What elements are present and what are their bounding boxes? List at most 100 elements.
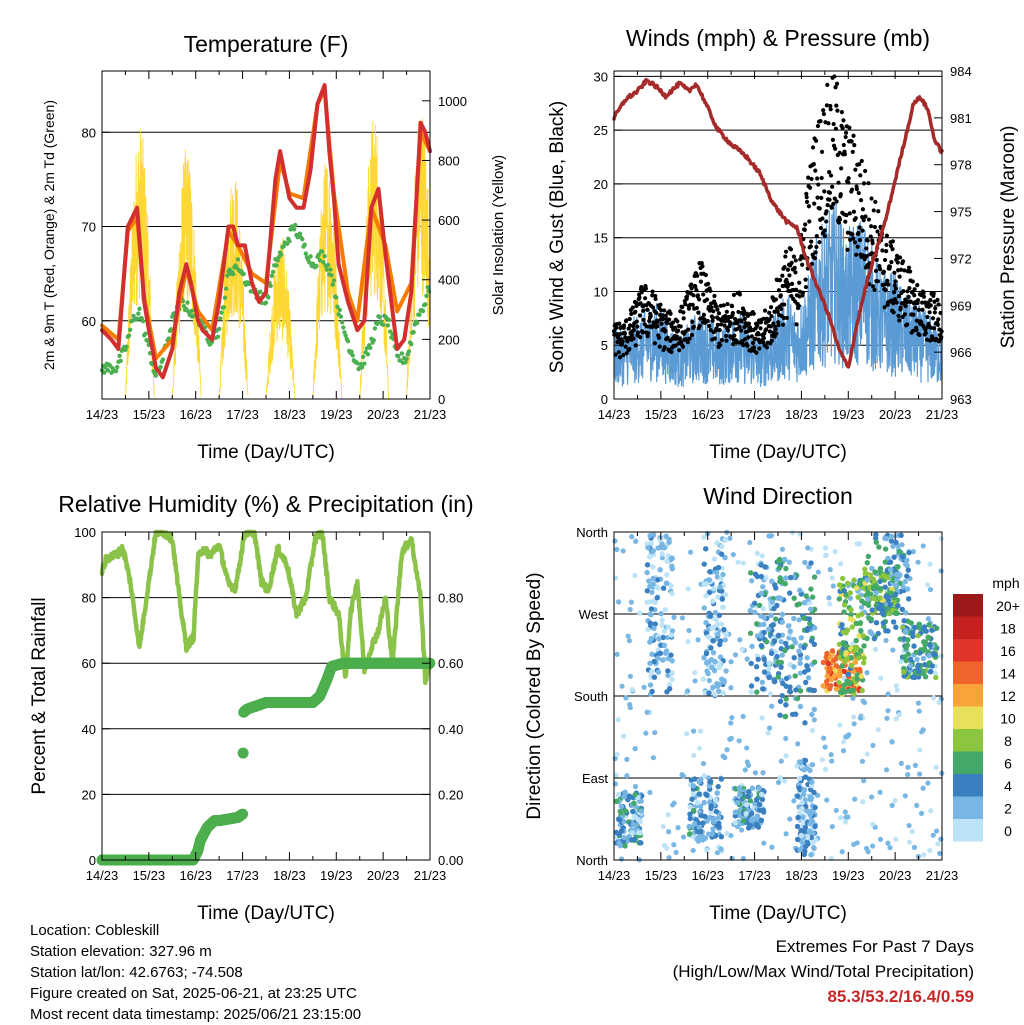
direction-point — [887, 602, 894, 608]
y-tick-label: East — [582, 771, 608, 786]
direction-point — [783, 575, 789, 581]
gust-point — [893, 296, 898, 302]
direction-point — [925, 582, 931, 588]
gust-point — [669, 324, 674, 329]
y2-tick-label: 600 — [438, 213, 460, 228]
gust-point — [911, 328, 916, 333]
direction-point — [796, 759, 803, 765]
direction-point — [883, 593, 889, 600]
dewpoint-point — [425, 285, 430, 290]
dewpoint-point — [126, 333, 132, 338]
gust-point — [745, 313, 750, 318]
direction-point — [783, 702, 789, 708]
direction-point — [831, 657, 837, 664]
direction-point — [802, 679, 809, 686]
direction-point — [927, 847, 933, 854]
extremes-subtitle: (High/Low/Max Wind/Total Precipitation) — [672, 962, 974, 981]
direction-point — [810, 840, 816, 846]
solar-insolation-line — [406, 118, 431, 400]
direction-point — [613, 772, 619, 778]
direction-point — [761, 614, 767, 621]
direction-point — [884, 535, 890, 542]
direction-point — [795, 741, 801, 747]
gust-point — [773, 297, 779, 302]
direction-point — [782, 713, 789, 720]
direction-point — [794, 763, 800, 769]
dewpoint-point — [231, 271, 236, 277]
direction-point — [664, 558, 670, 564]
gust-point — [655, 319, 660, 324]
direction-point — [659, 617, 665, 623]
x-tick-label: 18/23 — [273, 407, 306, 422]
gust-point — [851, 236, 856, 241]
gust-point — [665, 321, 670, 326]
direction-point — [748, 810, 755, 817]
gust-point — [723, 314, 728, 319]
gust-point — [835, 108, 840, 113]
direction-point — [743, 811, 749, 817]
direction-point — [773, 585, 779, 591]
direction-point — [779, 652, 786, 658]
rainfall-point — [237, 808, 249, 820]
direction-point — [892, 610, 899, 616]
y2-tick-label: 800 — [438, 153, 460, 168]
gust-point — [708, 328, 713, 333]
gust-point — [802, 227, 807, 233]
legend-swatch — [953, 706, 983, 729]
direction-point — [714, 790, 720, 796]
legend-swatch — [953, 774, 983, 797]
direction-point — [833, 807, 839, 814]
direction-point — [801, 829, 808, 835]
direction-point — [823, 678, 830, 685]
gust-point — [686, 327, 691, 332]
gust-point — [707, 323, 712, 329]
direction-point — [764, 639, 770, 645]
direction-point — [885, 597, 892, 604]
direction-point — [758, 573, 765, 580]
dewpoint-point — [302, 242, 307, 247]
direction-point — [923, 628, 929, 634]
gust-point — [841, 142, 846, 148]
direction-point — [701, 561, 707, 567]
direction-point — [914, 802, 920, 809]
direction-point — [761, 669, 768, 675]
direction-point — [722, 537, 729, 543]
direction-point — [872, 569, 878, 575]
gust-point — [831, 121, 836, 127]
direction-point — [805, 545, 811, 551]
gust-point — [834, 103, 839, 108]
direction-point — [888, 538, 895, 544]
direction-point — [926, 653, 932, 659]
direction-point — [615, 599, 622, 605]
gust-point — [737, 292, 743, 297]
legend-swatch — [953, 661, 983, 684]
direction-point — [851, 721, 857, 727]
gust-point — [885, 278, 890, 283]
gust-point — [711, 309, 716, 314]
direction-point — [758, 791, 765, 798]
direction-point — [836, 582, 843, 588]
direction-point — [930, 832, 936, 838]
direction-point — [895, 603, 901, 609]
direction-point — [853, 637, 859, 644]
y-tick-label: 100 — [74, 525, 96, 540]
y2-tick-label: 978 — [950, 158, 972, 173]
direction-point — [655, 669, 662, 675]
direction-point — [718, 588, 725, 594]
gust-point — [717, 328, 722, 333]
direction-point — [928, 808, 934, 814]
dewpoint-point — [241, 271, 246, 277]
direction-point — [778, 595, 784, 602]
direction-point — [865, 596, 871, 602]
direction-point — [905, 764, 911, 770]
direction-point — [739, 827, 745, 833]
x-tick-label: 14/23 — [598, 407, 631, 422]
direction-point — [644, 709, 650, 715]
gust-point — [796, 303, 801, 308]
direction-point — [895, 564, 901, 570]
direction-point — [718, 776, 725, 782]
gust-point — [901, 289, 906, 294]
direction-point — [761, 629, 767, 636]
gust-point — [681, 310, 686, 315]
direction-point — [769, 844, 775, 850]
